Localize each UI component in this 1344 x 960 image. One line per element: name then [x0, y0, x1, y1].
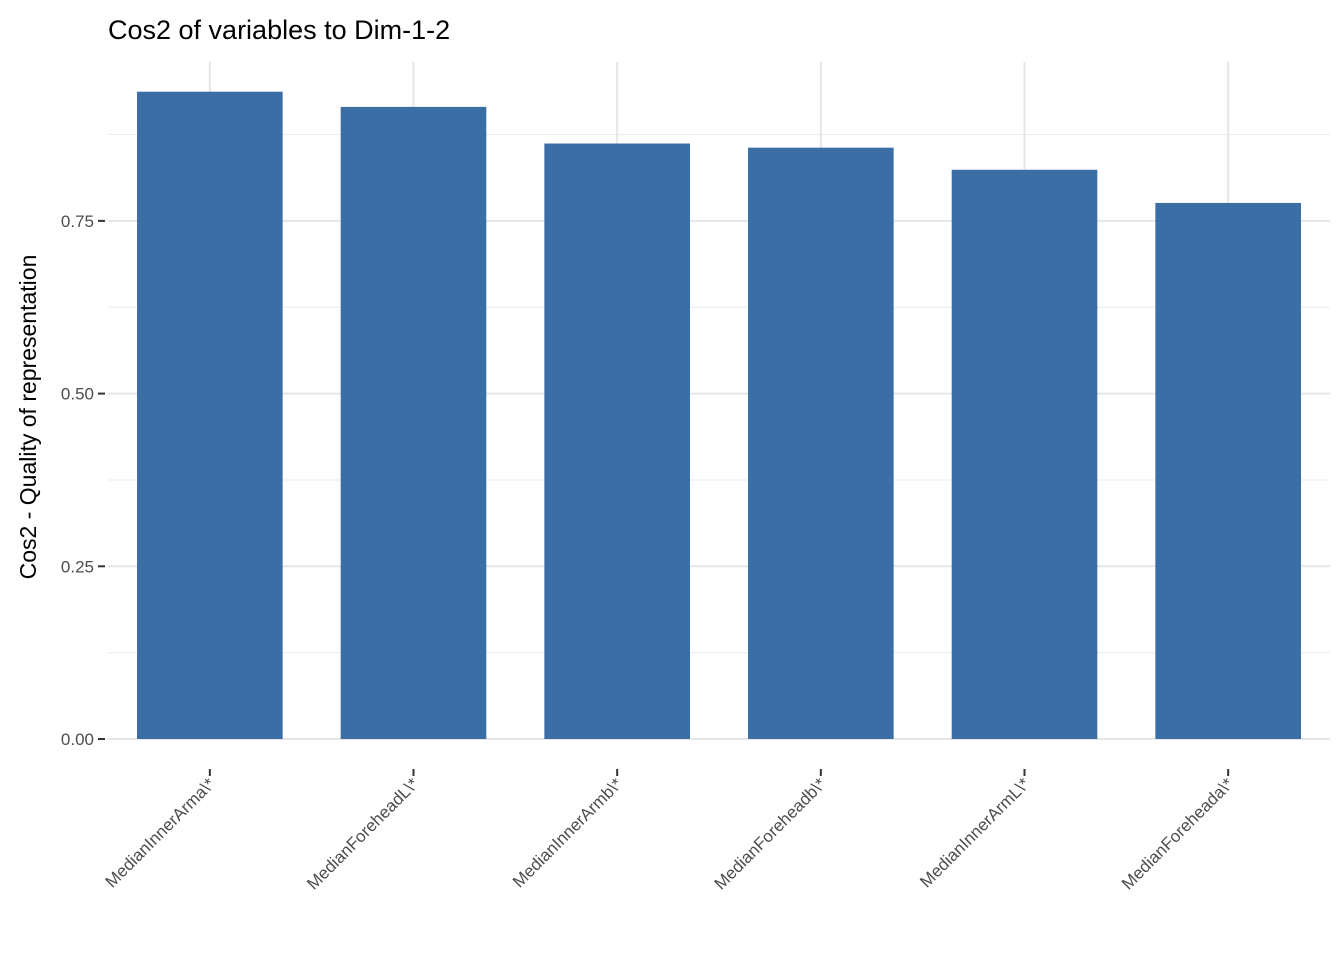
y-tick-label: 0.50 — [61, 385, 94, 404]
y-axis-label: Cos2 - Quality of representation — [15, 255, 41, 580]
chart-title: Cos2 of variables to Dim-1-2 — [108, 15, 450, 45]
bar — [748, 147, 894, 739]
bar — [544, 143, 690, 739]
x-tick-label: MedianInnerArma\* — [102, 774, 219, 891]
x-tick-label: MedianForeheadL\* — [303, 774, 422, 893]
bar — [137, 91, 283, 740]
y-tick-label: 0.25 — [61, 557, 94, 576]
bar — [340, 106, 487, 739]
x-tick-label: MedianForeheada\* — [1118, 774, 1237, 893]
bar — [951, 169, 1098, 740]
bar — [1155, 202, 1301, 740]
gridlines — [108, 62, 1330, 740]
bars — [137, 91, 1301, 740]
x-tick-label: MedianInnerArmb\* — [509, 774, 626, 891]
y-tick-label: 0.75 — [61, 212, 94, 231]
x-tick-label: MedianForeheadb\* — [711, 774, 830, 893]
y-tick-label: 0.00 — [61, 730, 94, 749]
x-tick-label: MedianInnerArmL\* — [916, 774, 1033, 891]
